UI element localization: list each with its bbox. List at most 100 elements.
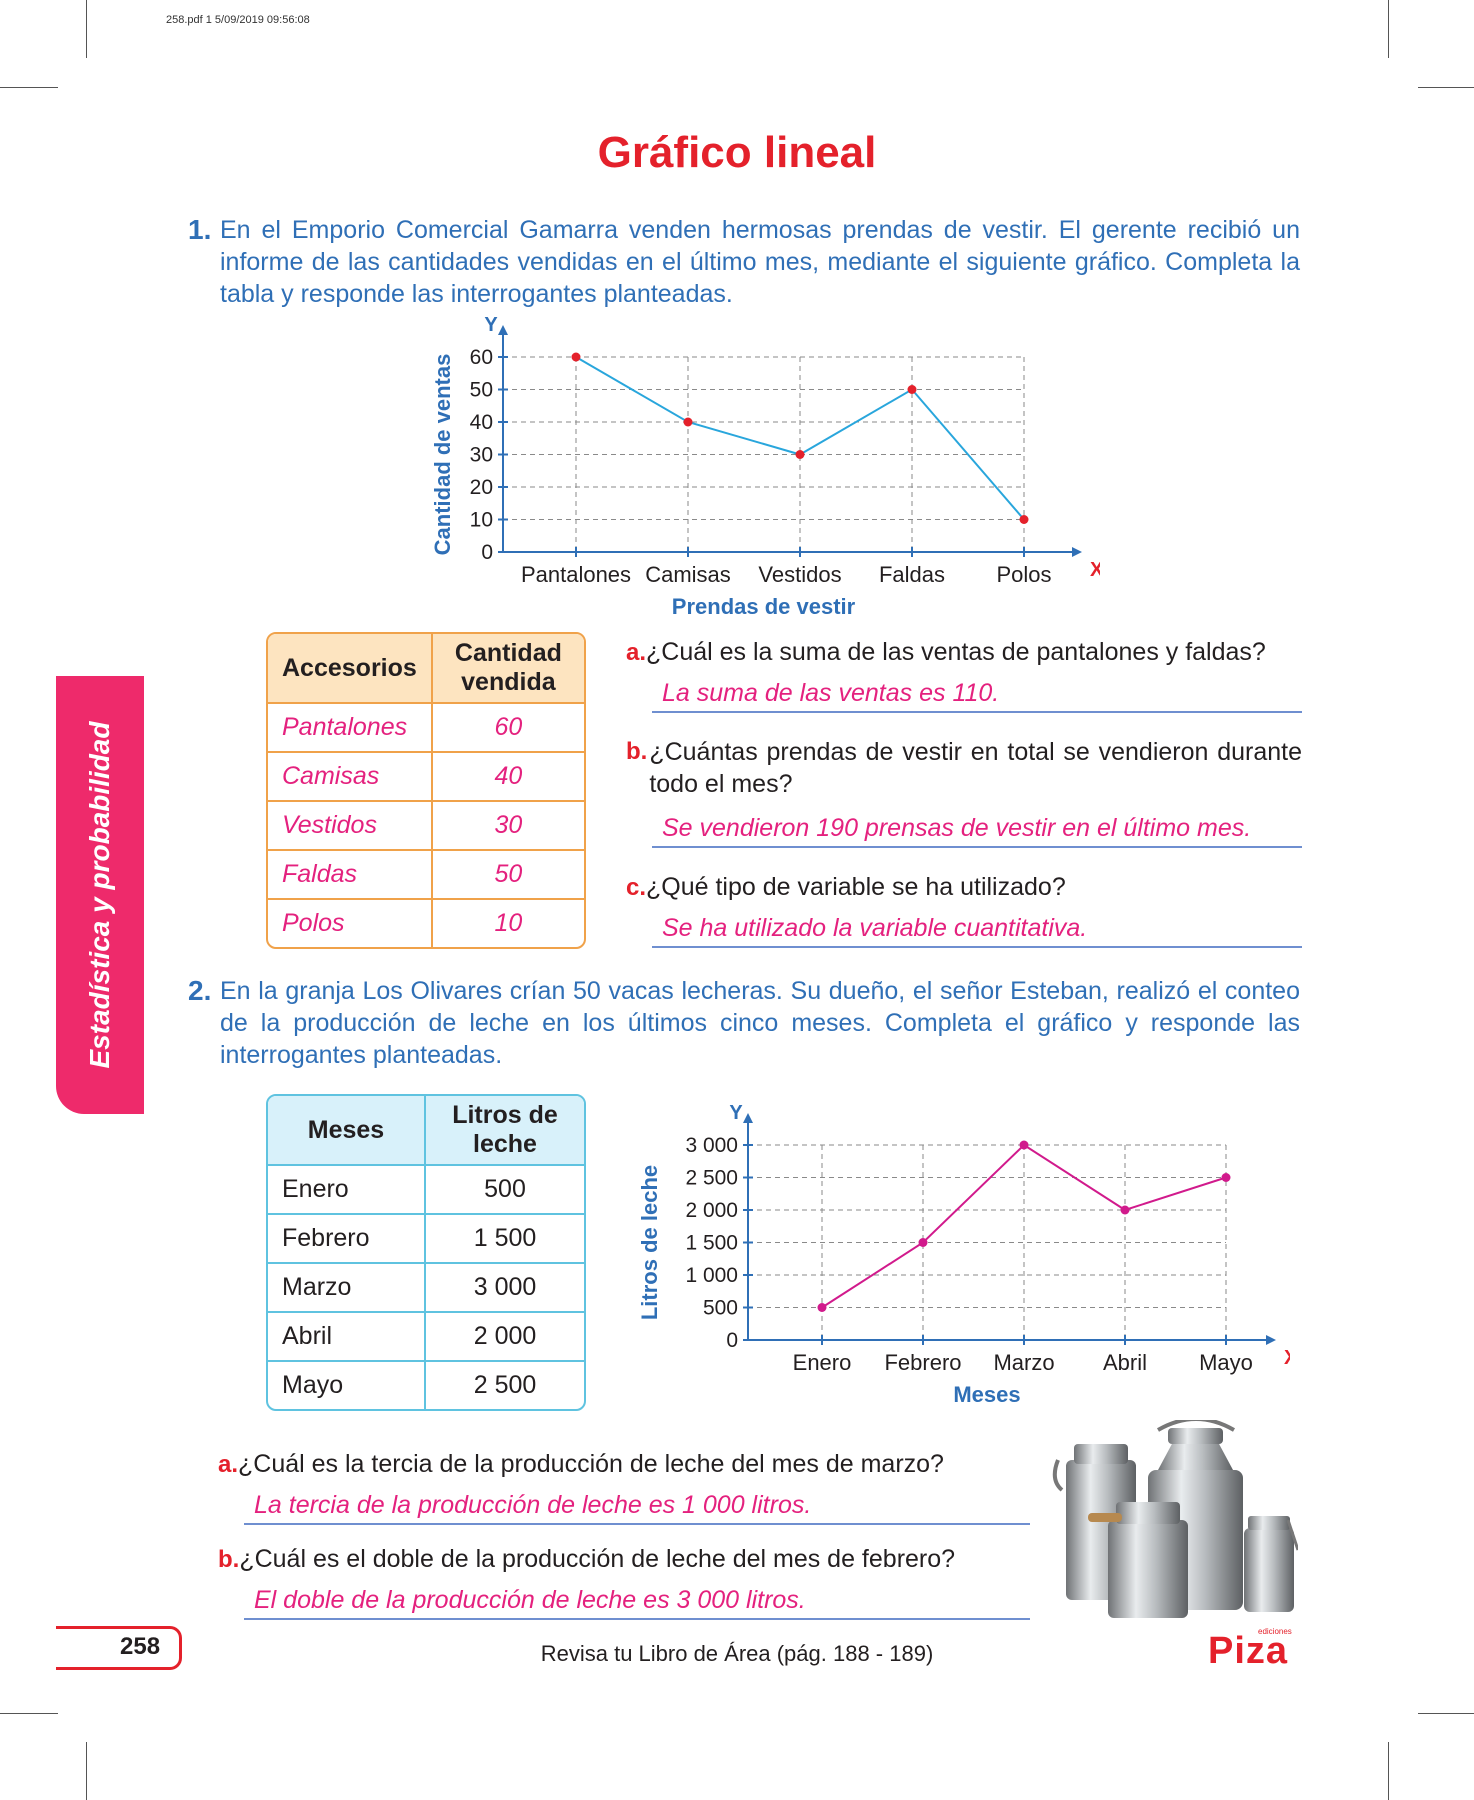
page-number: 258 bbox=[120, 1633, 161, 1660]
exercise-1-text: En el Emporio Comercial Gamarra venden h… bbox=[220, 214, 1300, 310]
table-row: Polos 10 bbox=[268, 900, 584, 947]
table-header-cell: Accesorios bbox=[268, 634, 433, 704]
table-row: Pantalones 60 bbox=[268, 704, 584, 753]
data-point bbox=[1221, 1173, 1231, 1182]
table-row: Faldas 50 bbox=[268, 851, 584, 900]
page-number-box bbox=[56, 1626, 182, 1670]
y-axis-title: Cantidad de ventas bbox=[430, 354, 455, 556]
table-cell: Marzo bbox=[268, 1264, 426, 1313]
table-row: Febrero 1 500 bbox=[268, 1215, 584, 1264]
table-cell: Camisas bbox=[268, 753, 433, 802]
question-label: a. bbox=[626, 639, 647, 666]
table-row: Enero 500 bbox=[268, 1166, 584, 1215]
data-point bbox=[1019, 515, 1029, 524]
y-tick-label: 1 000 bbox=[685, 1264, 738, 1287]
y-tick-label: 2 000 bbox=[685, 1199, 738, 1222]
question-text: ¿Cuántas prendas de vestir en total se v… bbox=[649, 738, 1302, 798]
answer-line[interactable]: La suma de las ventas es 110. bbox=[652, 675, 1302, 713]
data-point bbox=[817, 1303, 827, 1312]
x-axis-title: Meses bbox=[953, 1382, 1020, 1407]
page-title: Gráfico lineal bbox=[597, 128, 877, 177]
y-tick-label: 50 bbox=[470, 379, 493, 402]
table-header-cell: Meses bbox=[268, 1096, 426, 1166]
answer-line[interactable]: Se vendieron 190 prensas de vestir en el… bbox=[652, 810, 1302, 848]
milk-line-chart: Y X 0 500 1 000 1 500 2 000 2 500 3 000 Enero Febr… bbox=[637, 1102, 1290, 1407]
table-cell: Abril bbox=[268, 1313, 426, 1362]
table-header-row: Meses Litros de leche bbox=[268, 1096, 584, 1166]
footer-reference: Revisa tu Libro de Área (pág. 188 - 189) bbox=[540, 1641, 934, 1666]
answer-line[interactable]: El doble de la producción de leche es 3 … bbox=[244, 1582, 1030, 1620]
table-cell: 40 bbox=[432, 753, 584, 802]
table-row: Mayo 2 500 bbox=[268, 1362, 584, 1409]
x-tick-label: Faldas bbox=[879, 562, 945, 587]
x-tick-label: Polos bbox=[996, 562, 1051, 587]
question-label: c. bbox=[626, 874, 647, 901]
x-tick-label: Camisas bbox=[645, 562, 731, 587]
table-cell: 10 bbox=[494, 909, 523, 937]
crop-mark bbox=[0, 87, 58, 88]
table-cell: 3 000 bbox=[426, 1264, 584, 1313]
question-text: ¿Qué tipo de variable se ha utilizado? bbox=[646, 873, 1066, 901]
crop-mark bbox=[0, 1713, 58, 1714]
table-cell: Pantalones bbox=[268, 704, 433, 753]
data-point bbox=[918, 1238, 928, 1247]
y-tick-label: 10 bbox=[470, 509, 493, 532]
y-tick-label: 30 bbox=[470, 444, 493, 467]
table-cell: Vestidos bbox=[268, 802, 433, 851]
answer-line[interactable]: Se ha utilizado la variable cuantitativa… bbox=[652, 910, 1302, 948]
x-tick-label: Marzo bbox=[993, 1350, 1054, 1375]
x-axis-letter: X bbox=[1090, 559, 1100, 581]
y-tick-label: 60 bbox=[470, 346, 493, 369]
question-text: ¿Cuál es la suma de las ventas de pantal… bbox=[646, 638, 1266, 666]
table-cell: Mayo bbox=[268, 1362, 426, 1409]
y-axis-arrow bbox=[743, 1113, 753, 1123]
section-tab-label: Estadística y probabilidad bbox=[84, 721, 115, 1069]
crop-mark bbox=[1388, 1742, 1389, 1800]
crop-mark bbox=[1418, 87, 1474, 88]
milk-cans-image bbox=[1052, 1420, 1298, 1618]
table-cell: Enero bbox=[268, 1166, 426, 1215]
x-tick-label: Febrero bbox=[884, 1350, 961, 1375]
exercise-1-number: 1. bbox=[188, 214, 212, 245]
table-row: Marzo 3 000 bbox=[268, 1264, 584, 1313]
exercise-2-number: 2. bbox=[188, 975, 212, 1006]
y-tick-label: 0 bbox=[726, 1329, 738, 1352]
y-tick-label: 1 500 bbox=[685, 1232, 738, 1255]
table-cell: 2 000 bbox=[426, 1313, 584, 1362]
section-tab bbox=[56, 676, 144, 1114]
y-axis-letter: Y bbox=[729, 1102, 743, 1124]
data-point bbox=[571, 352, 581, 362]
x-tick-label: Vestidos bbox=[758, 562, 841, 587]
exercise-1-question-c: c.¿Qué tipo de variable se ha utilizado?… bbox=[626, 871, 1302, 948]
question-text: ¿Cuál es la tercia de la producción de l… bbox=[238, 1450, 944, 1478]
y-tick-label: 20 bbox=[470, 476, 493, 499]
crop-mark bbox=[86, 1742, 87, 1800]
table-cell: 30 bbox=[432, 802, 584, 851]
crop-mark bbox=[86, 0, 87, 58]
table-row: Abril 2 000 bbox=[268, 1313, 584, 1362]
crop-mark bbox=[1418, 1713, 1474, 1714]
question-text: ¿Cuál es el doble de la producción de le… bbox=[239, 1545, 956, 1573]
exercise-2-text: En la granja Los Olivares crían 50 vacas… bbox=[220, 975, 1300, 1071]
y-tick-label: 2 500 bbox=[685, 1167, 738, 1190]
data-point bbox=[683, 417, 693, 427]
x-axis-arrow bbox=[1072, 547, 1082, 557]
x-tick-label: Abril bbox=[1103, 1350, 1147, 1375]
question-label: b. bbox=[626, 738, 648, 765]
table-header-cell: Cantidad vendida bbox=[432, 634, 584, 704]
x-axis-arrow bbox=[1266, 1335, 1276, 1345]
y-tick-label: 40 bbox=[470, 411, 493, 434]
answer-line[interactable]: La tercia de la producción de leche es 1… bbox=[244, 1487, 1030, 1525]
data-point bbox=[795, 450, 805, 459]
x-tick-label: Enero bbox=[793, 1350, 852, 1375]
print-meta: 258.pdf 1 5/09/2019 09:56:08 bbox=[166, 14, 310, 26]
exercise-1-question-a: a.¿Cuál es la suma de las ventas de pant… bbox=[626, 636, 1302, 713]
table-row: Vestidos 30 bbox=[268, 802, 584, 851]
table-cell: 2 500 bbox=[473, 1371, 537, 1399]
table-cell: Faldas bbox=[268, 851, 433, 900]
data-point bbox=[1120, 1205, 1130, 1215]
y-axis-arrow bbox=[498, 325, 508, 335]
y-axis-title: Litros de leche bbox=[637, 1165, 662, 1320]
y-tick-label: 0 bbox=[481, 541, 493, 564]
y-tick-label: 3 000 bbox=[685, 1134, 738, 1157]
